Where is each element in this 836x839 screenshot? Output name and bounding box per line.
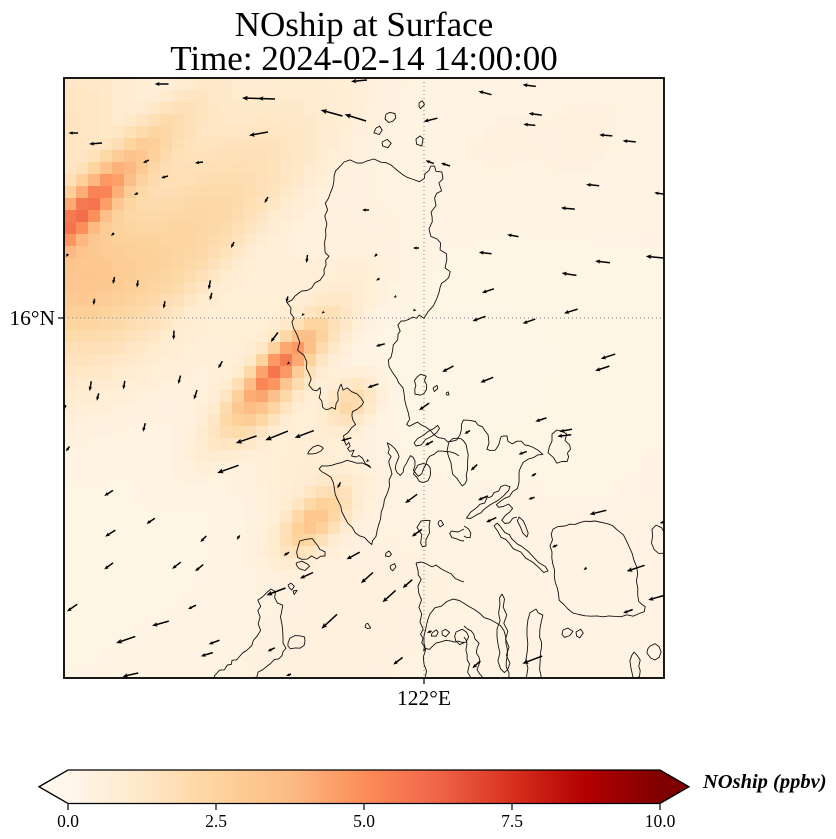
svg-text:10.0: 10.0 (645, 811, 676, 831)
svg-text:2.5: 2.5 (205, 811, 227, 831)
svg-text:Time: 2024-02-14 14:00:00: Time: 2024-02-14 14:00:00 (170, 39, 558, 78)
svg-text:NOship (ppbv): NOship (ppbv) (702, 771, 827, 793)
svg-text:7.5: 7.5 (501, 811, 523, 831)
svg-text:NOship at Surface: NOship at Surface (235, 5, 494, 44)
svg-text:0.0: 0.0 (57, 811, 79, 831)
svg-text:16°N: 16°N (9, 306, 55, 330)
svg-text:122°E: 122°E (397, 686, 451, 710)
svg-text:5.0: 5.0 (353, 811, 375, 831)
